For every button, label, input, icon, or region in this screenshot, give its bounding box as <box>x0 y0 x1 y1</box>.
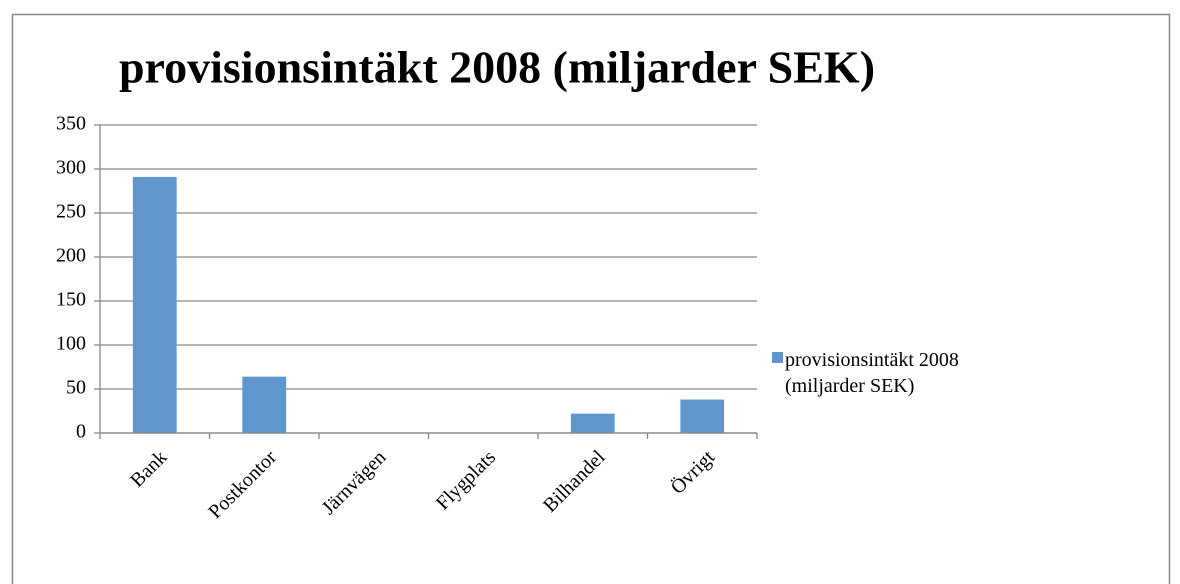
y-tick-label: 250 <box>56 201 86 223</box>
y-tick-label: 200 <box>56 245 86 267</box>
y-tick-label: 100 <box>56 333 86 355</box>
legend-swatch <box>772 352 783 363</box>
y-tick-label: 150 <box>56 289 86 311</box>
bar <box>680 399 725 433</box>
y-tick-label: 350 <box>56 113 86 135</box>
bar <box>570 413 615 433</box>
bar <box>242 376 287 433</box>
y-tick-label: 300 <box>56 157 86 179</box>
bar <box>132 176 177 434</box>
chart-frame <box>11 13 1171 584</box>
y-tick-label: 0 <box>76 421 86 443</box>
legend-label: provisionsintäkt 2008 (miljarder SEK) <box>785 349 959 397</box>
chart-title: provisionsintäkt 2008 (miljarder SEK) <box>119 42 875 93</box>
y-tick-label: 50 <box>66 377 86 399</box>
